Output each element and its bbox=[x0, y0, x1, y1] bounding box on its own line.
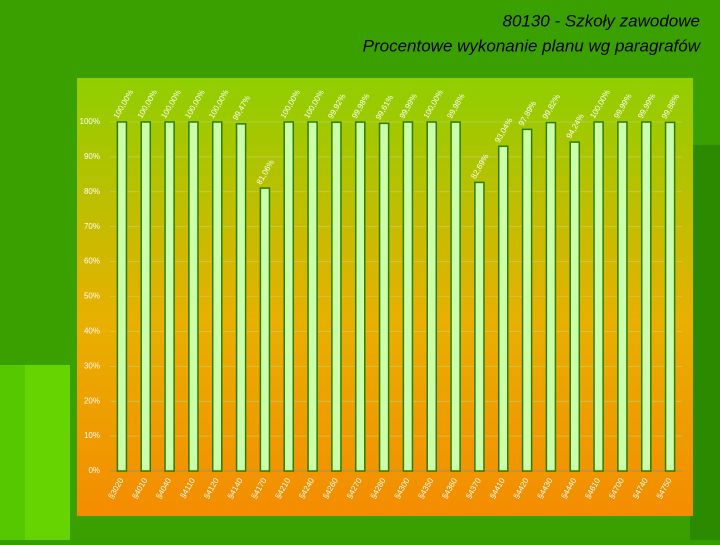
bar bbox=[235, 123, 247, 472]
y-tick-label: 20% bbox=[84, 396, 100, 405]
y-tick-label: 0% bbox=[88, 466, 100, 475]
bar bbox=[378, 122, 390, 472]
bar bbox=[569, 141, 581, 472]
bar bbox=[283, 121, 295, 472]
bar bbox=[116, 121, 128, 472]
bar bbox=[259, 187, 271, 472]
bar bbox=[664, 121, 676, 472]
y-tick-label: 40% bbox=[84, 327, 100, 336]
y-tick-label: 30% bbox=[84, 361, 100, 370]
y-tick-label: 100% bbox=[80, 117, 100, 126]
bar bbox=[331, 121, 342, 472]
bar bbox=[188, 121, 199, 472]
bar bbox=[474, 181, 485, 472]
bar bbox=[593, 121, 604, 472]
bar bbox=[211, 121, 223, 472]
bar bbox=[545, 121, 557, 472]
bar bbox=[521, 128, 533, 472]
bar bbox=[497, 145, 509, 472]
bar bbox=[354, 121, 366, 472]
bar bbox=[426, 121, 438, 472]
bar bbox=[617, 121, 628, 472]
bar bbox=[164, 121, 175, 472]
bar bbox=[402, 121, 414, 472]
bar bbox=[450, 121, 461, 472]
chart-subtitle: Procentowe wykonanie planu wg paragrafów bbox=[363, 36, 702, 55]
bar bbox=[140, 121, 152, 472]
y-tick-label: 10% bbox=[84, 431, 100, 440]
y-tick-label: 60% bbox=[84, 257, 100, 266]
y-tick-label: 80% bbox=[84, 187, 100, 196]
decoration bbox=[690, 145, 720, 540]
chart-title: 80130 - Szkoły zawodowe bbox=[502, 11, 700, 30]
y-tick-label: 90% bbox=[84, 152, 100, 161]
y-tick-label: 70% bbox=[84, 222, 100, 231]
bar bbox=[640, 121, 652, 472]
y-tick-label: 50% bbox=[84, 292, 100, 301]
decoration bbox=[25, 365, 70, 540]
bar bbox=[307, 121, 318, 472]
